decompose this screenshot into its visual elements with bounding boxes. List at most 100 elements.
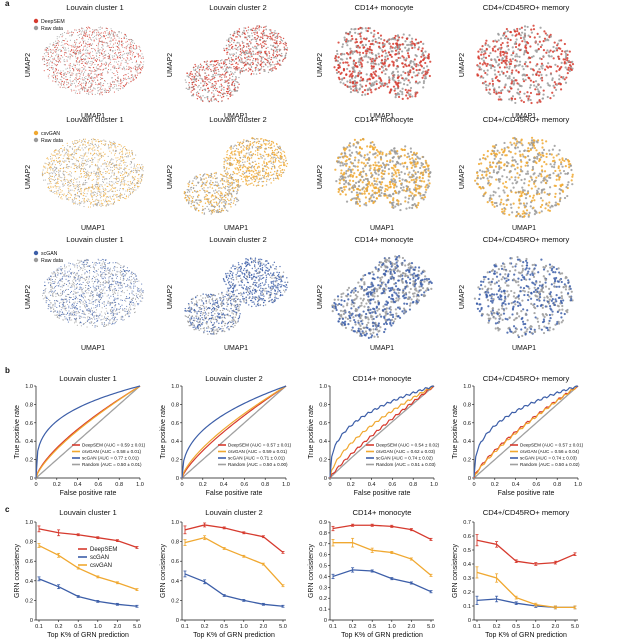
umap-point [394, 49, 398, 52]
umap-point [396, 65, 399, 68]
umap-point [225, 80, 227, 82]
umap-point [56, 190, 58, 192]
umap-point [50, 178, 52, 180]
umap-point [91, 34, 93, 36]
umap-point [353, 89, 357, 92]
umap-point [258, 44, 260, 46]
umap-point [539, 26, 542, 29]
umap-point [223, 81, 226, 84]
umap-point [535, 73, 538, 77]
umap-point [49, 57, 51, 59]
umap-point [356, 91, 360, 94]
umap-point [73, 151, 75, 153]
umap-point [98, 150, 100, 152]
umap-point [71, 46, 73, 48]
umap-point [486, 62, 489, 66]
umap-point [393, 73, 396, 77]
umap-point [417, 42, 420, 45]
umap-point [106, 167, 108, 169]
umap-point [125, 59, 127, 61]
umap-point [233, 79, 235, 81]
umap-point [231, 53, 233, 55]
umap-point [105, 163, 107, 165]
umap-point [275, 53, 278, 56]
umap-point [85, 31, 87, 33]
umap-point [218, 187, 220, 189]
umap-point [84, 35, 86, 38]
umap-point [526, 91, 529, 94]
umap-point [399, 56, 402, 59]
umap-point [91, 84, 93, 86]
umap-point [59, 160, 61, 162]
umap-point [119, 80, 121, 82]
umap-point [44, 48, 46, 50]
umap-point [511, 95, 515, 98]
umap-point [351, 52, 354, 55]
umap-point [68, 86, 70, 88]
umap-point [518, 49, 522, 52]
umap-point [396, 70, 400, 73]
umap-point [377, 75, 380, 78]
umap-point [59, 50, 62, 53]
umap-point [82, 159, 84, 161]
umap-point [63, 49, 65, 51]
umap-point [99, 168, 101, 170]
umap-point [65, 87, 67, 89]
umap-point [125, 183, 127, 185]
umap-point [235, 81, 238, 83]
umap-point [257, 61, 259, 64]
umap-point [74, 92, 76, 94]
umap-point [98, 201, 100, 203]
umap-point [417, 48, 420, 51]
umap-point [132, 67, 134, 69]
umap-point [262, 45, 265, 48]
umap-point [267, 57, 269, 59]
umap-point [116, 182, 118, 184]
umap-point [522, 73, 525, 76]
umap-point [254, 28, 256, 30]
umap-point [107, 155, 109, 158]
umap-point [216, 66, 218, 69]
umap-point [134, 74, 136, 76]
umap-point [370, 67, 373, 70]
umap-point [230, 47, 233, 49]
umap-point [120, 193, 122, 195]
umap-point [118, 195, 120, 198]
umap-point [195, 84, 197, 86]
umap-point [46, 65, 48, 67]
umap-point [524, 40, 527, 43]
umap-point [68, 151, 70, 153]
umap-point [78, 77, 80, 79]
umap-point [258, 25, 260, 27]
umap-point [228, 89, 231, 92]
umap-point [348, 31, 352, 34]
umap-point [265, 175, 268, 178]
umap-point [351, 37, 354, 40]
umap-point [126, 38, 128, 40]
umap-point [280, 64, 282, 67]
umap-point [100, 36, 103, 38]
umap-point [193, 69, 195, 71]
umap-point [71, 31, 73, 34]
umap-point [485, 39, 488, 42]
umap-point [140, 69, 142, 71]
umap-point [205, 74, 208, 77]
umap-point [120, 51, 122, 53]
umap-point [130, 81, 132, 83]
umap-point [51, 154, 53, 156]
umap-point [50, 185, 52, 187]
umap-point [556, 44, 559, 47]
umap-point [129, 155, 131, 157]
umap-point [406, 97, 409, 100]
umap-point [233, 67, 236, 70]
umap-point [113, 58, 115, 60]
umap-point [485, 64, 488, 67]
umap-point [487, 84, 490, 87]
umap-point [114, 85, 116, 87]
umap-point [272, 57, 274, 59]
umap-point [392, 85, 396, 88]
umap-point [80, 52, 82, 54]
umap-point [48, 183, 50, 185]
umap-point [55, 68, 57, 70]
umap-point [417, 72, 420, 75]
